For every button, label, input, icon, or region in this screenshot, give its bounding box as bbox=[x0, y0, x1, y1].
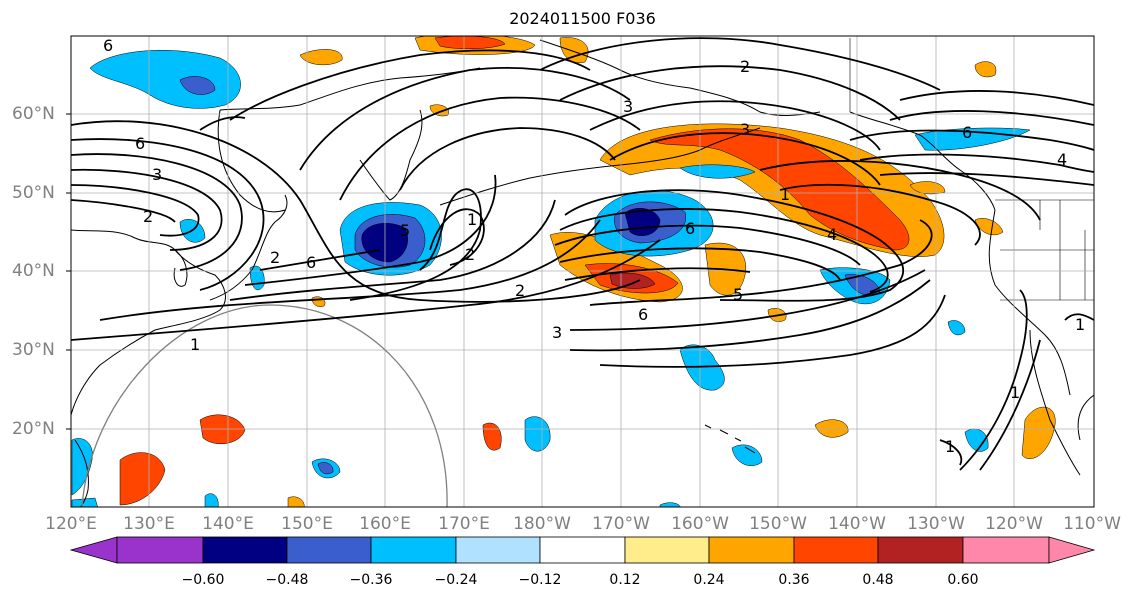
contour-label: 6 bbox=[962, 123, 972, 142]
alaska bbox=[539, 39, 821, 116]
lat-label: 60°N bbox=[12, 104, 55, 124]
contour-label: 1 bbox=[1075, 315, 1085, 334]
lon-label: 130°E bbox=[123, 514, 175, 534]
shade-hawaii bbox=[814, 419, 849, 438]
shade-arc-inner bbox=[649, 128, 910, 251]
contour-label: 3 bbox=[740, 120, 750, 139]
lon-label: 150°W bbox=[749, 514, 807, 534]
lon-label: 140°W bbox=[828, 514, 886, 534]
shade-top2 bbox=[559, 37, 589, 64]
lat-label: 30°N bbox=[12, 340, 55, 360]
colorbar-label: −0.12 bbox=[518, 572, 562, 588]
okhotsk bbox=[217, 109, 286, 213]
lon-label: 180°W bbox=[513, 514, 571, 534]
colorbar bbox=[69, 536, 1096, 564]
shade-nw-orange bbox=[299, 49, 343, 66]
domain-circle bbox=[81, 304, 448, 507]
contour-label: 6 bbox=[135, 134, 145, 153]
borders bbox=[849, 38, 1094, 301]
colorbar-extend-high bbox=[1048, 536, 1096, 564]
shade-neg-t7 bbox=[71, 497, 98, 507]
lon-label: 110°W bbox=[1063, 514, 1121, 534]
contour-label: 1 bbox=[780, 185, 790, 204]
map-title: 2024011500 F036 bbox=[509, 9, 656, 28]
contour-label: 6 bbox=[306, 253, 316, 272]
shade-neg-t5 bbox=[947, 320, 966, 336]
lon-label: 130°W bbox=[907, 514, 965, 534]
shade-small4 bbox=[287, 496, 305, 507]
shade-neg-t1b bbox=[317, 462, 334, 475]
contour-label: 3 bbox=[152, 165, 162, 184]
lon-label: 120°E bbox=[45, 514, 97, 534]
korea bbox=[173, 249, 188, 287]
contour-label: 4 bbox=[1057, 150, 1067, 169]
border-states bbox=[1000, 200, 1094, 301]
lon-label: 120°W bbox=[985, 514, 1043, 534]
bc-coast bbox=[849, 111, 996, 211]
shade-neg-t2 bbox=[524, 416, 551, 452]
colorbar-label: 0.12 bbox=[609, 572, 641, 588]
lat-label: 40°N bbox=[12, 261, 55, 281]
shade-wpac3 bbox=[482, 422, 502, 451]
contour-label: 5 bbox=[733, 285, 743, 304]
lon-label: 140°E bbox=[202, 514, 254, 534]
contour-label: 2 bbox=[465, 245, 475, 264]
shade-neg-t3 bbox=[731, 444, 763, 466]
contour-label: 1 bbox=[467, 210, 477, 229]
colorbar-label: 0.24 bbox=[693, 572, 725, 588]
lat-label: 50°N bbox=[12, 183, 55, 203]
shade-rockies bbox=[974, 61, 997, 78]
mexico bbox=[1077, 394, 1094, 441]
japan bbox=[209, 194, 288, 301]
shade-wpac2 bbox=[119, 452, 166, 506]
contour-label: 2 bbox=[143, 207, 153, 226]
contour-label: 2 bbox=[270, 248, 280, 267]
tick-marks bbox=[66, 113, 71, 430]
colorbar-label: −0.60 bbox=[181, 572, 225, 588]
siberia bbox=[219, 67, 481, 111]
lon-label: 150°E bbox=[281, 514, 333, 534]
lon-label: 170°W bbox=[592, 514, 650, 534]
contour-label: 6 bbox=[638, 305, 648, 324]
coastlines bbox=[71, 39, 1094, 507]
shade-neg-t9 bbox=[659, 502, 681, 507]
shade-neg-t6 bbox=[71, 438, 93, 496]
colorbar-label: −0.24 bbox=[434, 572, 478, 588]
contour-labels: 6 6 3 2 2 6 2 3 1 5 2 1 2 3 6 1 4 5 6 1 … bbox=[103, 36, 1085, 456]
shade-neg-t8 bbox=[204, 493, 219, 507]
contour-label: 1 bbox=[190, 335, 200, 354]
contour-label: 5 bbox=[400, 221, 410, 240]
colorbar-extend-low bbox=[69, 536, 118, 564]
contour-label: 4 bbox=[827, 225, 837, 244]
lon-label: 160°W bbox=[671, 514, 729, 534]
asia-coast bbox=[71, 229, 226, 416]
contours bbox=[71, 37, 1094, 471]
us-coast bbox=[988, 209, 1071, 396]
lon-label: 170°E bbox=[438, 514, 490, 534]
contour-label: 1 bbox=[1010, 383, 1020, 402]
shade-neg-e2 bbox=[844, 274, 881, 296]
hawaii-islands bbox=[704, 424, 756, 454]
shade-coast bbox=[974, 218, 1004, 236]
colorbar-label: 0.36 bbox=[778, 572, 810, 588]
shade-neg-nw2 bbox=[179, 76, 216, 95]
baja-coast bbox=[1029, 329, 1081, 476]
map-area bbox=[71, 36, 1094, 507]
shade-baja bbox=[1021, 406, 1056, 459]
contour-label: 2 bbox=[515, 281, 525, 300]
colorbar-label: 0.48 bbox=[862, 572, 894, 588]
lon-label: 160°E bbox=[359, 514, 411, 534]
contour-label: 2 bbox=[740, 57, 750, 76]
colorbar-label: −0.48 bbox=[265, 572, 309, 588]
contour-label: 3 bbox=[552, 323, 562, 342]
contour-label: 6 bbox=[103, 36, 113, 55]
colorbar-label: −0.36 bbox=[349, 572, 393, 588]
contour-label: 6 bbox=[685, 219, 695, 238]
colorbar-label: 0.60 bbox=[947, 572, 979, 588]
lat-label: 20°N bbox=[12, 419, 55, 439]
contour-label: 1 bbox=[945, 437, 955, 456]
contour-label: 3 bbox=[623, 97, 633, 116]
aleutians bbox=[439, 127, 761, 206]
